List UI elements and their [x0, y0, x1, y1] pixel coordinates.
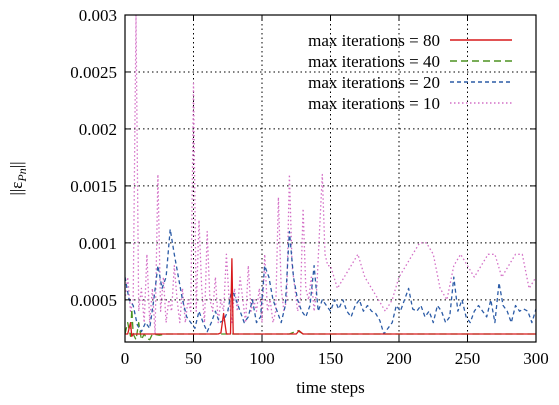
- x-tick-label: 150: [318, 349, 344, 368]
- x-tick-label: 250: [455, 349, 481, 368]
- x-tick-label: 0: [121, 349, 130, 368]
- series-line-1: [125, 258, 536, 337]
- y-tick-label: 0.003: [79, 6, 117, 25]
- series-lines: [125, 15, 536, 341]
- y-tick-label: 0.0005: [70, 291, 117, 310]
- legend: max iterations = 80 max iterations = 40 ma…: [308, 31, 512, 113]
- x-tick-label: 300: [523, 349, 549, 368]
- legend-label: max iterations = 40: [308, 52, 440, 71]
- x-tick-label: 50: [185, 349, 202, 368]
- y-tick-label: 0.0025: [70, 63, 117, 82]
- y-tick-label: 0.001: [79, 234, 117, 253]
- x-tick-label: 100: [249, 349, 275, 368]
- x-axis-title: time steps: [296, 378, 364, 397]
- series-line-4: [125, 15, 536, 335]
- y-tick-label: 0.0015: [70, 177, 117, 196]
- y-axis-title-subscript: Pn: [15, 168, 29, 182]
- y-tick-label: 0.002: [79, 120, 117, 139]
- series-line-3: [125, 228, 536, 335]
- x-tick-label: 200: [386, 349, 412, 368]
- y-axis-title: ||εPn||: [7, 161, 29, 195]
- y-axis-title-main: ||ε: [7, 182, 26, 196]
- axis-ticks: 0 50 100 150 200 250 300 0.0005 0.001 0.0015 0.002…: [70, 6, 549, 368]
- y-axis-title-end: ||: [7, 161, 26, 168]
- grid: [125, 15, 536, 342]
- legend-label: max iterations = 10: [308, 94, 440, 113]
- legend-label: max iterations = 20: [308, 73, 440, 92]
- legend-label: max iterations = 80: [308, 31, 440, 50]
